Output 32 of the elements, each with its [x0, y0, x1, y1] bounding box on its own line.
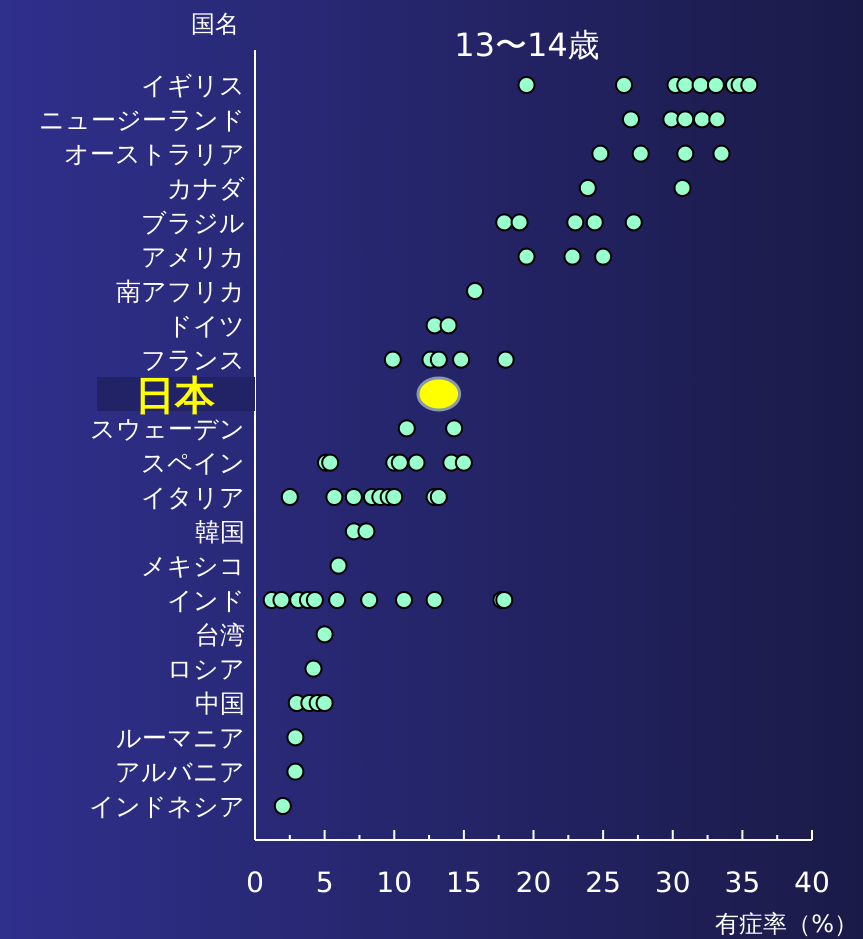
x-tick-label: 5 — [316, 866, 334, 899]
y-tick-label: オーストラリア — [64, 140, 245, 169]
chart-title: 13〜14歳 — [454, 26, 600, 64]
x-tick-label: 20 — [516, 866, 552, 899]
x-tick-label: 0 — [246, 866, 264, 899]
y-tick-label: ニュージーランド — [39, 105, 245, 134]
y-tick-label: 南アフリカ — [116, 277, 245, 306]
y-tick-label: 韓国 — [195, 517, 245, 546]
y-tick-label: 中国 — [195, 689, 245, 718]
y-tick-label: アルバニア — [115, 758, 245, 787]
y-tick-label: イタリア — [141, 483, 245, 512]
x-tick-label: 25 — [585, 866, 621, 899]
y-tick-label: アメリカ — [141, 242, 245, 272]
y-tick-label: スペイン — [141, 448, 245, 478]
y-axis-title: 国名 — [191, 10, 239, 38]
y-tick-label: インドネシア — [89, 792, 245, 821]
x-tick-label: 40 — [794, 866, 830, 899]
x-tick-label: 35 — [724, 866, 760, 899]
y-tick-label: フランス — [141, 346, 245, 375]
y-tick-label: ロシア — [167, 654, 245, 684]
y-tick-label: インド — [167, 586, 245, 615]
y-tick-label: カナダ — [167, 174, 245, 203]
y-tick-label: ルーマニア — [116, 723, 245, 752]
y-tick-label: メキシコ — [141, 552, 245, 581]
y-tick-label: イギリス — [141, 71, 245, 100]
x-axis-title: 有症率（%） — [715, 910, 858, 938]
x-tick-label: 15 — [446, 866, 482, 899]
x-tick-label: 30 — [654, 866, 691, 899]
x-tick-label: 10 — [376, 866, 412, 899]
y-tick-label: 台湾 — [195, 620, 245, 650]
y-tick-label: ブラジル — [141, 208, 245, 238]
y-tick-label: ドイツ — [167, 311, 245, 340]
